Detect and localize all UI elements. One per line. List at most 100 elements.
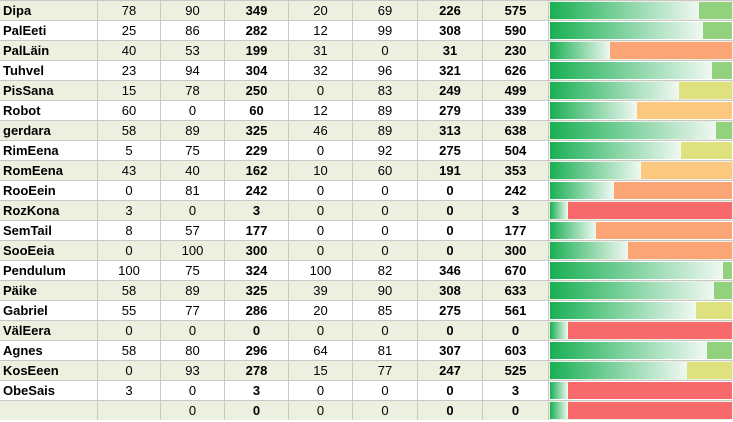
score-cell[interactable]: 242 xyxy=(225,181,289,200)
score-cell[interactable]: 0 xyxy=(418,401,483,420)
total-cell[interactable]: 590 xyxy=(483,21,549,40)
score-cell[interactable]: 346 xyxy=(418,261,483,280)
progress-bar-cell[interactable] xyxy=(549,361,733,380)
progress-bar-cell[interactable] xyxy=(549,241,733,260)
total-cell[interactable]: 633 xyxy=(483,281,549,300)
score-cell[interactable]: 5 xyxy=(98,141,161,160)
name-cell[interactable]: PalEeti xyxy=(0,21,98,40)
score-cell[interactable]: 80 xyxy=(161,341,225,360)
score-cell[interactable]: 0 xyxy=(353,401,418,420)
total-cell[interactable]: 561 xyxy=(483,301,549,320)
name-cell[interactable]: RooEein xyxy=(0,181,98,200)
score-cell[interactable]: 199 xyxy=(225,41,289,60)
score-cell[interactable]: 58 xyxy=(98,341,161,360)
score-cell[interactable]: 82 xyxy=(353,261,418,280)
score-cell[interactable]: 20 xyxy=(289,1,353,20)
score-cell[interactable]: 78 xyxy=(161,81,225,100)
name-cell[interactable] xyxy=(0,401,98,420)
score-cell[interactable]: 324 xyxy=(225,261,289,280)
score-cell[interactable] xyxy=(98,401,161,420)
total-cell[interactable]: 504 xyxy=(483,141,549,160)
score-cell[interactable]: 249 xyxy=(418,81,483,100)
score-cell[interactable]: 0 xyxy=(161,401,225,420)
score-cell[interactable]: 58 xyxy=(98,121,161,140)
score-cell[interactable]: 325 xyxy=(225,281,289,300)
name-cell[interactable]: PisSana xyxy=(0,81,98,100)
score-cell[interactable]: 296 xyxy=(225,341,289,360)
total-cell[interactable]: 230 xyxy=(483,41,549,60)
score-cell[interactable]: 279 xyxy=(418,101,483,120)
name-cell[interactable]: SemTail xyxy=(0,221,98,240)
score-cell[interactable]: 100 xyxy=(161,241,225,260)
score-cell[interactable]: 278 xyxy=(225,361,289,380)
total-cell[interactable]: 242 xyxy=(483,181,549,200)
name-cell[interactable]: Agnes xyxy=(0,341,98,360)
name-cell[interactable]: Robot xyxy=(0,101,98,120)
name-cell[interactable]: SooEeia xyxy=(0,241,98,260)
total-cell[interactable]: 0 xyxy=(483,321,549,340)
score-cell[interactable]: 0 xyxy=(98,361,161,380)
score-cell[interactable]: 0 xyxy=(418,201,483,220)
total-cell[interactable]: 670 xyxy=(483,261,549,280)
score-cell[interactable]: 75 xyxy=(161,261,225,280)
score-cell[interactable]: 12 xyxy=(289,21,353,40)
progress-bar-cell[interactable] xyxy=(549,341,733,360)
score-cell[interactable]: 0 xyxy=(418,181,483,200)
score-cell[interactable]: 43 xyxy=(98,161,161,180)
score-cell[interactable]: 0 xyxy=(353,241,418,260)
score-cell[interactable]: 0 xyxy=(418,221,483,240)
total-cell[interactable]: 499 xyxy=(483,81,549,100)
score-cell[interactable]: 83 xyxy=(353,81,418,100)
progress-bar-cell[interactable] xyxy=(549,81,733,100)
score-cell[interactable]: 0 xyxy=(289,321,353,340)
score-cell[interactable]: 325 xyxy=(225,121,289,140)
progress-bar-cell[interactable] xyxy=(549,21,733,40)
score-cell[interactable]: 229 xyxy=(225,141,289,160)
score-cell[interactable]: 86 xyxy=(161,21,225,40)
score-cell[interactable]: 46 xyxy=(289,121,353,140)
score-cell[interactable]: 39 xyxy=(289,281,353,300)
progress-bar-cell[interactable] xyxy=(549,301,733,320)
total-cell[interactable]: 339 xyxy=(483,101,549,120)
score-cell[interactable]: 226 xyxy=(418,1,483,20)
score-cell[interactable]: 75 xyxy=(161,141,225,160)
score-cell[interactable]: 177 xyxy=(225,221,289,240)
score-cell[interactable]: 247 xyxy=(418,361,483,380)
score-cell[interactable]: 0 xyxy=(161,101,225,120)
score-cell[interactable]: 58 xyxy=(98,281,161,300)
score-cell[interactable]: 94 xyxy=(161,61,225,80)
progress-bar-cell[interactable] xyxy=(549,61,733,80)
score-cell[interactable]: 0 xyxy=(161,381,225,400)
name-cell[interactable]: Tuhvel xyxy=(0,61,98,80)
progress-bar-cell[interactable] xyxy=(549,181,733,200)
score-cell[interactable]: 0 xyxy=(98,321,161,340)
score-cell[interactable]: 250 xyxy=(225,81,289,100)
score-cell[interactable]: 0 xyxy=(353,321,418,340)
score-cell[interactable]: 31 xyxy=(418,41,483,60)
score-cell[interactable]: 100 xyxy=(289,261,353,280)
score-cell[interactable]: 0 xyxy=(289,181,353,200)
score-cell[interactable]: 0 xyxy=(418,241,483,260)
name-cell[interactable]: Pendulum xyxy=(0,261,98,280)
score-cell[interactable]: 275 xyxy=(418,301,483,320)
score-cell[interactable]: 0 xyxy=(98,181,161,200)
score-cell[interactable]: 89 xyxy=(353,121,418,140)
progress-bar-cell[interactable] xyxy=(549,41,733,60)
score-cell[interactable]: 31 xyxy=(289,41,353,60)
score-cell[interactable]: 23 xyxy=(98,61,161,80)
score-cell[interactable]: 69 xyxy=(353,1,418,20)
score-cell[interactable]: 57 xyxy=(161,221,225,240)
score-cell[interactable]: 282 xyxy=(225,21,289,40)
score-cell[interactable]: 275 xyxy=(418,141,483,160)
score-cell[interactable]: 0 xyxy=(353,181,418,200)
score-cell[interactable]: 32 xyxy=(289,61,353,80)
score-cell[interactable]: 77 xyxy=(353,361,418,380)
score-cell[interactable]: 0 xyxy=(289,141,353,160)
name-cell[interactable]: Dipa xyxy=(0,1,98,20)
name-cell[interactable]: KosEeen xyxy=(0,361,98,380)
score-cell[interactable]: 90 xyxy=(353,281,418,300)
score-cell[interactable]: 0 xyxy=(289,201,353,220)
score-cell[interactable]: 100 xyxy=(98,261,161,280)
name-cell[interactable]: Päike xyxy=(0,281,98,300)
name-cell[interactable]: RomEena xyxy=(0,161,98,180)
